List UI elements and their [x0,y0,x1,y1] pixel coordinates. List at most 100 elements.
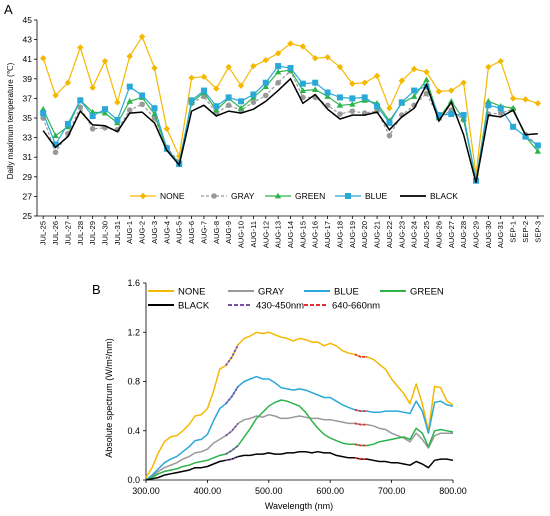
chart-a-x-tick-label-jul-29: JUL-29 [88,221,97,245]
point-blue-aug-21 [374,103,381,110]
chart-b-y-tick-label-0-8: 0.8 [127,377,140,387]
point-blue-aug-2 [139,92,146,99]
point-blue-jul-28 [77,97,84,104]
band-640-660nm-black [354,456,367,461]
point-blue-jul-25 [40,110,47,117]
chart-b-axes: 0.0 0.4 0.8 1.2 1.6 300.00 400.00 500.00 600.00 7… [127,278,466,496]
chart-a: 25 27 29 31 33 35 37 39 41 43 45 JUL-25 JUL-26 JUL-27… [6,15,544,248]
chart-a-x-tick-label-aug-6: AUG-6 [187,221,196,244]
point-green-aug-15 [299,87,307,93]
point-blue-sep-1 [510,123,517,130]
chart-a-y-tick-label-41: 41 [23,54,33,64]
chart-a-x-tick-label-sep-1: SEP-1 [509,221,518,243]
point-blue-jul-26 [52,141,59,148]
chart-b-y-tick-label-1-6: 1.6 [127,278,140,288]
legend-label-blue: BLUE [365,191,388,201]
point-none-jul-30 [101,57,109,65]
chart-a-y-tick-label-31: 31 [23,152,33,162]
chart-b-x-tick-label-700-00: 700.00 [378,486,406,496]
band-430-450nm-green [225,444,239,455]
chart-a-x-tick-label-aug-29: AUG-29 [471,221,480,248]
panel-b-label: B [92,282,101,297]
chart-a-x-tick-label-aug-15: AUG-15 [298,221,307,248]
band-640-660nm-none [354,353,367,358]
chart-b-x-axis-label: Wavelength (nm) [265,501,333,511]
spectrum-none [145,331,454,478]
chart-a-x-tick-label-aug-17: AUG-17 [323,221,332,248]
point-none-aug-25 [423,68,430,76]
chart-a-x-tick-label-aug-25: AUG-25 [422,221,431,248]
chart-a-x-tick-label-aug-13: AUG-13 [274,221,283,248]
chart-b-x-tick-label-600-00: 600.00 [316,486,344,496]
point-none-aug-2 [138,33,146,40]
point-blue-aug-11 [250,91,257,98]
point-none-sep-1 [509,95,517,102]
point-none-aug-16 [312,55,319,62]
band-430-450nm-black [225,455,239,462]
point-none-aug-20 [361,79,368,86]
point-none-jul-26 [52,92,59,99]
point-gray-aug-31 [497,110,504,116]
legend-label-640-660nm: 640-660nm [332,301,380,312]
chart-b-x-tick-label-300-00: 300.00 [132,486,160,496]
point-blue-jul-29 [89,113,96,120]
point-none-aug-15 [299,43,307,50]
legend-label-green: GREEN [295,191,325,201]
point-green-jul-30 [101,109,109,116]
chart-a-x-tick-label-aug-16: AUG-16 [311,221,320,248]
chart-b-x-tick-label-800-00: 800.00 [439,486,467,496]
point-none-jul-27 [64,79,72,86]
point-blue-aug-28 [460,112,467,119]
legend-label-black: BLACK [430,191,458,201]
point-green-aug-8 [213,106,220,113]
point-blue-sep-3 [534,142,541,149]
spectrum-line-none [145,331,454,478]
chart-a-x-tick-label-aug-20: AUG-20 [360,221,369,248]
series-black [42,77,538,183]
point-none-aug-21 [373,72,381,80]
spectrum-line-green [145,399,454,481]
legend-label-gray: GRAY [258,287,285,298]
point-blue-aug-22 [386,119,393,126]
point-none-jul-28 [77,44,84,51]
chart-a-y-tick-label-39: 39 [23,74,33,84]
point-blue-aug-20 [361,94,368,101]
spectrum-blue [145,375,454,481]
chart-a-x-tick-label-jul-26: JUL-26 [51,221,60,245]
series-none [39,33,542,179]
chart-a-series [39,33,542,184]
chart-a-x-tick-label-aug-19: AUG-19 [348,221,357,248]
point-none-aug-26 [435,88,443,95]
series-line-black [42,77,538,183]
point-blue-aug-13 [275,63,282,70]
series-line-none [42,35,538,175]
chart-a-legend: NONE GRAY GREEN BLUE BLACK [130,191,458,201]
point-none-aug-8 [213,85,220,92]
chart-a-x-tick-label-jul-31: JUL-31 [113,221,122,245]
point-blue-aug-31 [497,105,504,112]
chart-a-x-tick-label-aug-10: AUG-10 [237,221,246,248]
point-blue-aug-12 [262,79,269,86]
point-gray-jul-28 [77,104,84,111]
legend-marker-blue [345,193,351,199]
band-640-660nm-gray [354,422,367,426]
chart-a-x-tick-label-aug-24: AUG-24 [410,221,419,248]
point-gray-jul-26 [52,149,59,156]
point-none-aug-9 [225,63,232,71]
point-none-jul-31 [114,99,121,106]
point-none-aug-11 [250,62,257,70]
point-green-aug-12 [262,83,269,90]
point-none-aug-4 [163,125,171,132]
point-green-aug-25 [423,76,430,83]
chart-a-x-tick-label-aug-9: AUG-9 [224,221,233,244]
legend-marker-green [274,192,282,199]
point-blue-aug-1 [126,83,133,90]
point-none-jul-25 [39,55,47,62]
chart-a-x-tick-label-jul-25: JUL-25 [39,221,48,245]
point-green-aug-10 [237,104,245,111]
point-none-aug-12 [262,56,269,64]
spectrum-black [145,450,454,481]
chart-a-x-tick-label-aug-30: AUG-30 [484,221,493,248]
point-none-sep-2 [522,96,529,103]
point-none-aug-7 [200,73,208,81]
